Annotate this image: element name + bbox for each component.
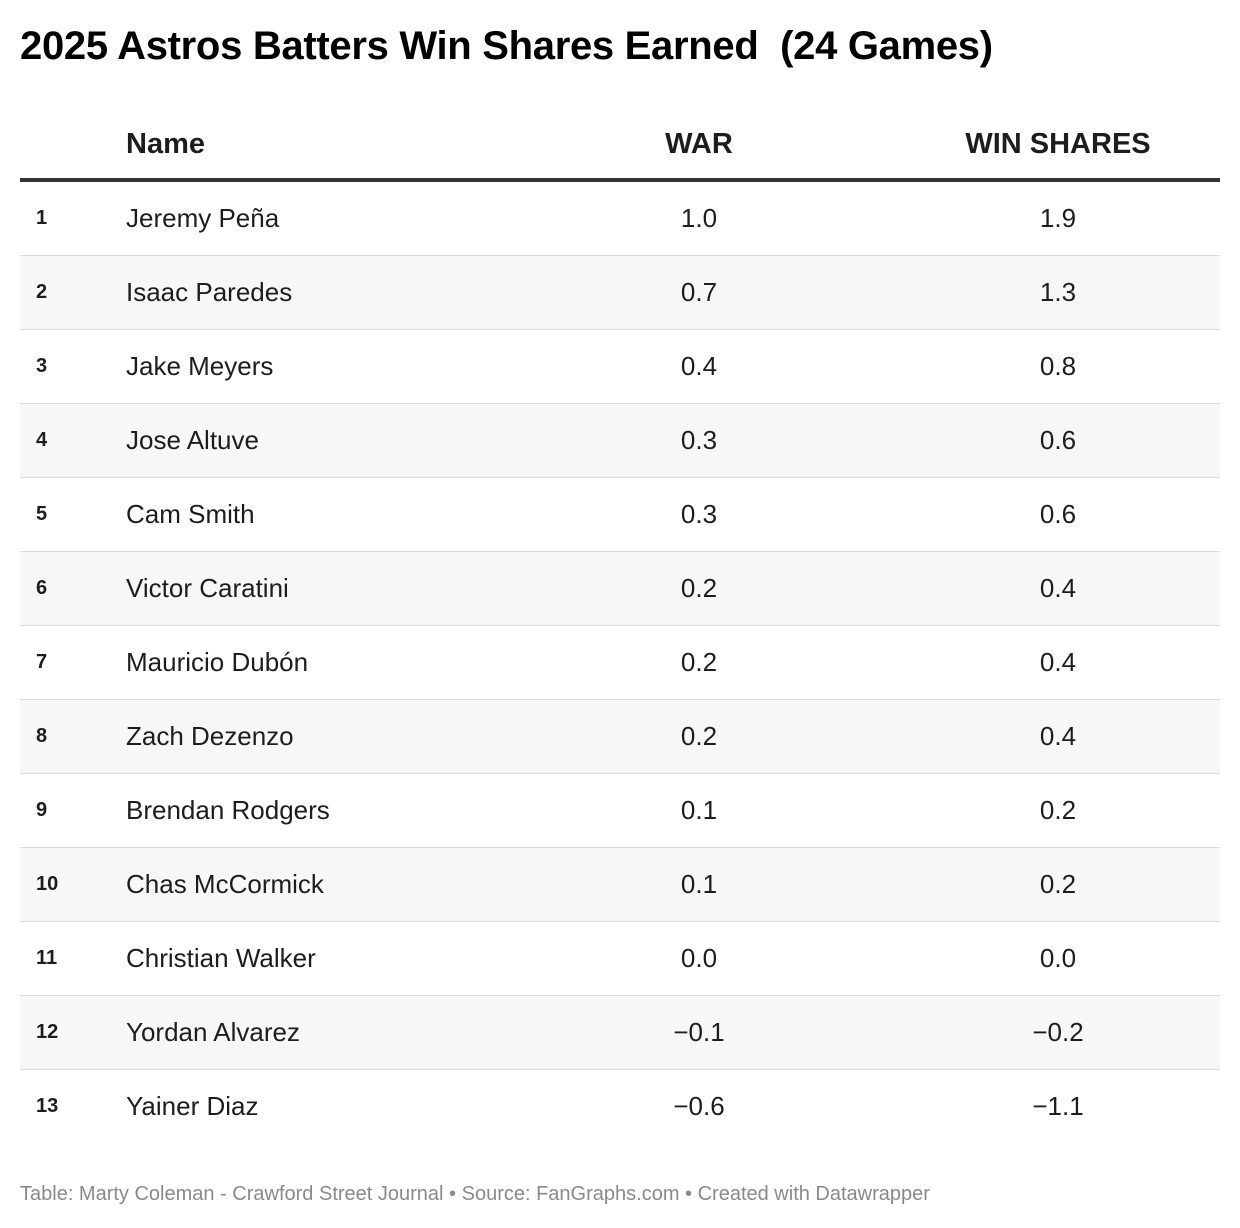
table-row: 1 Jeremy Peña 1.0 1.9 — [20, 182, 1220, 256]
name-cell: Cam Smith — [126, 499, 255, 529]
rank-cell: 13 — [36, 1095, 59, 1117]
name-cell: Jake Meyers — [126, 351, 274, 381]
name-cell: Brendan Rodgers — [126, 795, 330, 825]
win-shares-cell: 0.4 — [1039, 647, 1077, 677]
win-shares-cell: 0.4 — [1039, 573, 1077, 603]
rank-cell: 10 — [36, 873, 59, 895]
rank-cell: 7 — [36, 651, 48, 673]
name-cell: Zach Dezenzo — [126, 721, 294, 751]
table-row: 12 Yordan Alvarez −0.1 −0.2 — [20, 996, 1220, 1070]
table-row: 7 Mauricio Dubón 0.2 0.4 — [20, 626, 1220, 700]
rank-cell: 3 — [36, 355, 48, 377]
win-shares-cell: 0.4 — [1039, 721, 1077, 751]
name-cell: Jeremy Peña — [126, 203, 280, 233]
name-cell: Jose Altuve — [126, 425, 259, 455]
table-row: 9 Brendan Rodgers 0.1 0.2 — [20, 774, 1220, 848]
name-cell: Yordan Alvarez — [126, 1017, 300, 1047]
rank-cell: 2 — [36, 281, 48, 303]
war-cell: 1.0 — [680, 203, 718, 233]
war-cell: 0.2 — [680, 721, 718, 751]
win-shares-cell: 1.9 — [1039, 203, 1077, 233]
name-cell: Victor Caratini — [126, 573, 289, 603]
rank-cell: 11 — [36, 947, 58, 969]
win-shares-cell: 0.6 — [1039, 499, 1077, 529]
name-cell: Isaac Paredes — [126, 277, 293, 307]
rank-cell: 12 — [36, 1021, 59, 1043]
name-cell: Mauricio Dubón — [126, 647, 309, 677]
win-shares-table: Name WAR WIN SHARES 1 Jeremy Peña 1.0 1.9 2 I… — [20, 108, 1220, 1143]
win-shares-cell: 0.2 — [1039, 795, 1077, 825]
war-cell: 0.1 — [680, 869, 718, 899]
war-cell: −0.6 — [673, 1091, 725, 1121]
rank-cell: 5 — [36, 503, 48, 525]
war-cell: 0.2 — [680, 647, 718, 677]
win-shares-cell: 1.3 — [1039, 277, 1077, 307]
win-shares-cell: −1.1 — [1032, 1091, 1084, 1121]
war-cell: 0.3 — [680, 425, 718, 455]
war-cell: 0.4 — [680, 351, 718, 381]
win-shares-cell: −0.2 — [1032, 1017, 1084, 1047]
table-row: 6 Victor Caratini 0.2 0.4 — [20, 552, 1220, 626]
table-row: 10 Chas McCormick 0.1 0.2 — [20, 848, 1220, 922]
table-row: 3 Jake Meyers 0.4 0.8 — [20, 330, 1220, 404]
win-shares-cell: 0.2 — [1039, 869, 1077, 899]
war-cell: −0.1 — [673, 1017, 725, 1047]
war-cell: 0.1 — [680, 795, 718, 825]
header-win-shares: WIN SHARES — [965, 128, 1151, 160]
table-row: 2 Isaac Paredes 0.7 1.3 — [20, 256, 1220, 330]
header-war: WAR — [665, 128, 733, 160]
win-shares-cell: 0.6 — [1039, 425, 1077, 455]
rank-cell: 4 — [36, 429, 48, 451]
table-row: 5 Cam Smith 0.3 0.6 — [20, 478, 1220, 552]
table-header: Name WAR WIN SHARES — [20, 108, 1220, 182]
war-cell: 0.3 — [680, 499, 718, 529]
name-cell: Chas McCormick — [126, 869, 324, 899]
war-cell: 0.2 — [680, 573, 718, 603]
rank-cell: 6 — [36, 577, 48, 599]
rank-cell: 8 — [36, 725, 48, 747]
header-name: Name — [126, 128, 205, 160]
table-row: 8 Zach Dezenzo 0.2 0.4 — [20, 700, 1220, 774]
table-row: 11 Christian Walker 0.0 0.0 — [20, 922, 1220, 996]
table-body: 1 Jeremy Peña 1.0 1.9 2 Isaac Paredes 0.7 1.3 3 J… — [20, 182, 1220, 1143]
table-title: 2025 Astros Batters Win Shares Earned (2… — [20, 24, 993, 68]
name-cell: Yainer Diaz — [126, 1091, 259, 1121]
win-shares-cell: 0.0 — [1039, 943, 1077, 973]
war-cell: 0.7 — [680, 277, 718, 307]
rank-cell: 1 — [36, 207, 48, 229]
table-row: 13 Yainer Diaz −0.6 −1.1 — [20, 1070, 1220, 1143]
source-footer: Table: Marty Coleman - Crawford Street J… — [20, 1183, 930, 1205]
win-shares-cell: 0.8 — [1039, 351, 1077, 381]
table-row: 4 Jose Altuve 0.3 0.6 — [20, 404, 1220, 478]
name-cell: Christian Walker — [126, 943, 316, 973]
rank-cell: 9 — [36, 799, 48, 821]
war-cell: 0.0 — [680, 943, 718, 973]
